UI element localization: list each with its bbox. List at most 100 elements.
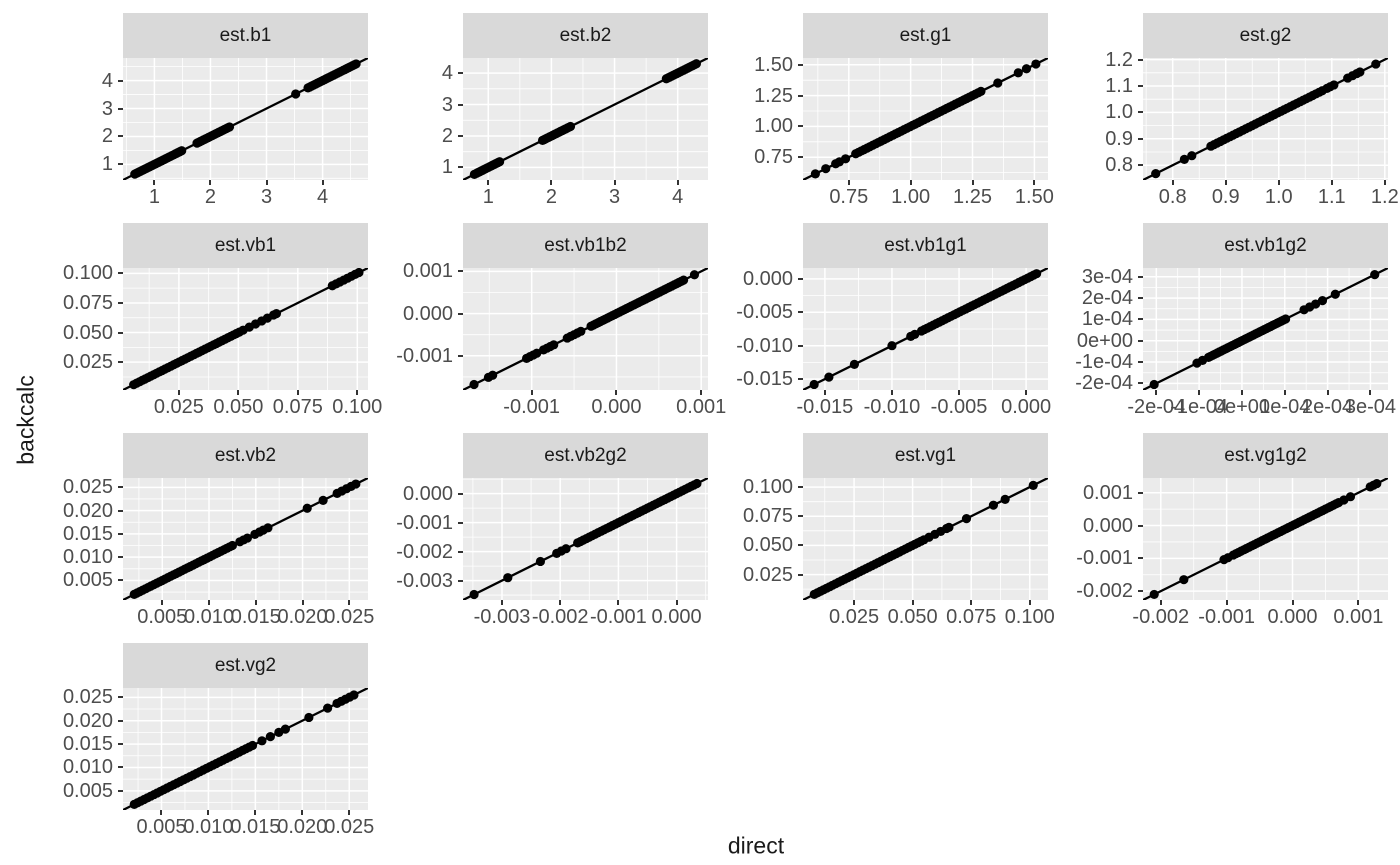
x-tick-mark	[615, 390, 618, 395]
x-tick-mark	[1159, 600, 1162, 605]
x-tick-mark	[1224, 180, 1227, 185]
y-tick-label: 0.005	[62, 779, 113, 802]
y-tick-mark	[458, 72, 463, 75]
y-tick-mark	[458, 492, 463, 495]
x-axis-tick-labels: 1 2 3 4	[123, 180, 368, 210]
y-tick-mark	[458, 354, 463, 357]
y-tick-mark	[118, 766, 123, 769]
x-axis-tick-labels: 0.025 0.050 0.075 0.100	[123, 390, 382, 420]
x-tick-label: 1	[482, 186, 494, 208]
y-tick-label: -1e-04	[1075, 351, 1133, 374]
minor-gridlines	[1143, 58, 1388, 180]
x-tick-mark	[1283, 390, 1286, 395]
major-gridlines	[803, 268, 1048, 390]
x-tick-label: 0.000	[1001, 396, 1052, 418]
x-tick-label: 2	[545, 186, 557, 208]
scatter-points	[130, 59, 361, 179]
x-tick-mark	[1330, 180, 1333, 185]
facet-strip-title: est.g1	[803, 13, 1048, 58]
y-tick-mark	[798, 544, 803, 547]
y-tick-mark	[1138, 275, 1143, 278]
scatter-points	[469, 270, 700, 390]
x-tick-label: 0.010	[183, 606, 235, 628]
x-tick-label: 0.100	[1004, 606, 1055, 628]
scatter-points	[809, 269, 1042, 390]
y-tick-label: 0.025	[742, 563, 793, 586]
y-tick-label: 0.025	[62, 476, 113, 499]
x-axis-tick-labels: 0.75 1.00 1.25 1.50	[803, 180, 1054, 210]
minor-gridlines	[463, 268, 708, 390]
x-axis-tick-labels: -2e-04 -1e-04 0e+00 1e-04 2e-04 3e-04	[1127, 390, 1396, 420]
x-tick-label: 0.025	[324, 606, 375, 628]
y-tick-label: 0.075	[62, 291, 113, 314]
x-tick-mark	[356, 390, 359, 395]
x-tick-mark	[348, 810, 351, 815]
x-tick-mark	[1025, 390, 1028, 395]
x-tick-mark	[1240, 390, 1243, 395]
x-tick-label: 0.010	[183, 816, 234, 838]
scatter-points	[810, 59, 1041, 179]
y-tick-mark	[118, 135, 123, 138]
y-tick-mark	[118, 579, 123, 582]
y-tick-mark	[798, 125, 803, 128]
y-tick-label: 0.005	[62, 569, 113, 592]
x-tick-mark	[1028, 600, 1031, 605]
x-tick-mark	[207, 810, 210, 815]
y-axis-tick-labels: -0.002 -0.001 0.000 0.001	[1048, 478, 1143, 601]
x-tick-label: 0.001	[676, 396, 727, 418]
x-tick-label: 0.050	[213, 396, 264, 418]
x-tick-label: 0.015	[230, 606, 281, 628]
y-tick-mark	[118, 719, 123, 722]
x-tick-mark	[1155, 390, 1158, 395]
x-tick-mark	[487, 180, 490, 185]
y-tick-label: 0.000	[402, 302, 453, 325]
x-tick-label: 0.025	[153, 396, 204, 418]
y-tick-mark	[798, 344, 803, 347]
x-tick-mark	[1033, 180, 1036, 185]
major-gridlines	[1143, 268, 1388, 390]
facet-est.b1: est.b1 1 2 3 4 1 2 3 4	[48, 13, 368, 210]
y-tick-mark	[798, 277, 803, 280]
y-tick-label: 2	[101, 125, 113, 148]
y-tick-label: 4	[441, 62, 453, 85]
y-tick-mark	[118, 509, 123, 512]
y-tick-label: 0.010	[62, 756, 113, 779]
scatter-points	[469, 478, 702, 600]
x-tick-mark	[237, 390, 240, 395]
x-tick-label: -0.010	[863, 396, 921, 418]
x-tick-label: 0.020	[277, 606, 328, 628]
facet-strip-title: est.vb1g1	[803, 223, 1048, 268]
y-tick-mark	[1138, 318, 1143, 321]
y-tick-mark	[118, 272, 123, 275]
facet-strip-title: est.vg1g2	[1143, 433, 1388, 478]
x-tick-mark	[160, 810, 163, 815]
y-axis-tick-labels: 1 2 3 4	[368, 58, 463, 180]
y-tick-label: 0.001	[1082, 481, 1133, 504]
facet-panel	[803, 478, 1048, 600]
x-axis-tick-labels: -0.003 -0.002 -0.001 0.000	[463, 600, 708, 630]
x-tick-label: 1.50	[1014, 186, 1054, 208]
y-tick-mark	[1138, 164, 1143, 167]
y-tick-label: 0.050	[742, 534, 793, 557]
x-tick-mark	[676, 180, 679, 185]
x-tick-mark	[1357, 600, 1360, 605]
x-tick-mark	[177, 390, 180, 395]
x-tick-mark	[1225, 600, 1228, 605]
minor-gridlines	[803, 58, 1048, 180]
x-tick-label: 0.015	[230, 816, 281, 838]
facet-strip-title: est.vg1	[803, 433, 1048, 478]
y-tick-mark	[798, 63, 803, 66]
y-tick-mark	[118, 107, 123, 110]
x-tick-label: 2e-04	[1302, 396, 1354, 418]
x-tick-label: 0.000	[1267, 606, 1318, 628]
y-tick-label: 1.1	[1105, 74, 1133, 97]
x-tick-mark	[1383, 180, 1386, 185]
x-axis-tick-labels: 1 2 3 4	[463, 180, 708, 210]
x-tick-mark	[970, 600, 973, 605]
y-tick-label: 0.75	[754, 146, 793, 169]
y-tick-mark	[798, 486, 803, 489]
y-tick-mark	[798, 378, 803, 381]
x-tick-mark	[1291, 600, 1294, 605]
y-tick-label: 0.001	[402, 260, 453, 283]
x-tick-label: 0.050	[887, 606, 938, 628]
